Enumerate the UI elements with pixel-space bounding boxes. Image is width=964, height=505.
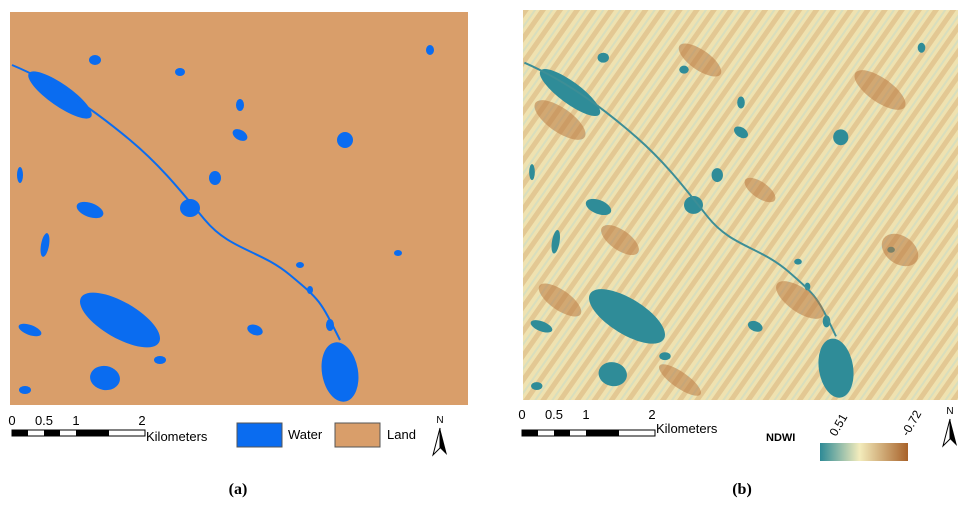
lake (394, 250, 402, 256)
scale-segment (554, 430, 570, 436)
legend-label: Land (387, 427, 416, 442)
colorbar-title: NDWI (766, 432, 795, 444)
lake (236, 99, 244, 111)
lake (337, 132, 353, 148)
lake (426, 45, 434, 55)
lake (833, 129, 848, 145)
colorbar-low: -0.72 (898, 408, 924, 439)
scale-tick: 0 (8, 413, 15, 428)
north-arrow: N (433, 415, 447, 455)
lake (712, 168, 723, 182)
scale-tick: 0.5 (35, 413, 53, 428)
scale-segment (12, 430, 28, 436)
scale-segment (76, 430, 109, 436)
lake (659, 352, 670, 360)
scale-segment (586, 430, 619, 436)
lake (209, 171, 221, 185)
north-label: N (946, 406, 953, 417)
caption: (b) (732, 481, 752, 498)
scale-bar: 0 0.5 1 2 Kilometers (8, 413, 208, 444)
north-arrow-half (943, 419, 950, 446)
scale-tick: 1 (72, 413, 79, 428)
scale-unit: Kilometers (656, 421, 718, 436)
north-label: N (436, 415, 443, 426)
lake (89, 55, 101, 65)
lake (529, 164, 535, 180)
scale-unit: Kilometers (146, 429, 208, 444)
scale-segment (44, 430, 60, 436)
legend-swatch (335, 423, 380, 447)
colorbar-gradient (820, 443, 908, 461)
lake (296, 262, 304, 268)
colorbar: NDWI 0.51 -0.72 (766, 408, 924, 461)
lake (918, 43, 926, 53)
lake (175, 68, 185, 76)
figure: 0 0.5 1 2 Kilometers Water Land N 0 0.5 … (0, 0, 964, 500)
lake (598, 53, 609, 63)
north-arrow: N (943, 406, 957, 446)
lake (794, 259, 802, 265)
colorbar-high: 0.51 (826, 411, 850, 439)
scale-tick: 2 (138, 413, 145, 428)
north-arrow-half (440, 428, 447, 455)
scale-tick: 0.5 (545, 407, 563, 422)
scale-segment (522, 430, 538, 436)
legend: Water Land (237, 423, 416, 447)
lake (679, 66, 689, 74)
scale-tick: 1 (582, 407, 589, 422)
lake (17, 167, 23, 183)
lake (737, 97, 745, 109)
legend-label: Water (288, 427, 323, 442)
scale-tick: 2 (648, 407, 655, 422)
caption: (a) (229, 481, 248, 498)
scale-bar: 0 0.5 1 2 Kilometers (518, 407, 718, 436)
legend-swatch (237, 423, 282, 447)
lake (531, 382, 542, 390)
lake (154, 356, 166, 364)
lake (19, 386, 31, 394)
scale-tick: 0 (518, 407, 525, 422)
north-arrow-half (950, 419, 957, 446)
north-arrow-half (433, 428, 440, 455)
